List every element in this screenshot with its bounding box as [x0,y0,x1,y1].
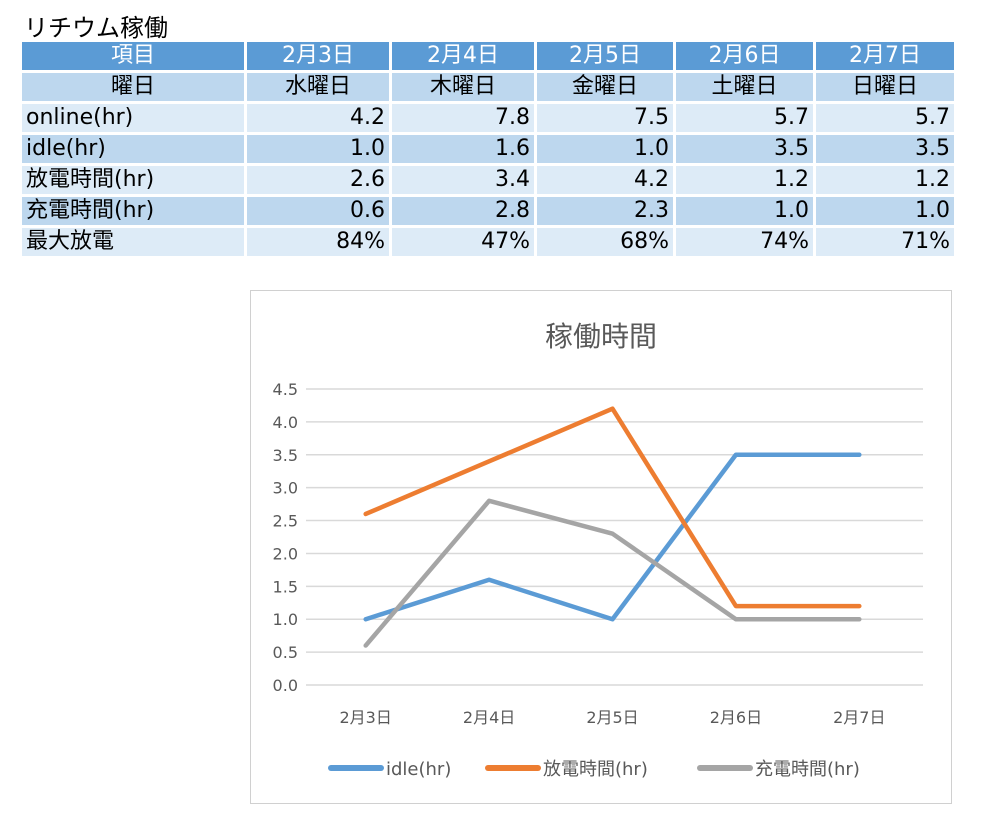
row-label-cell[interactable]: 充電時間(hr) [22,197,244,225]
table-cell[interactable]: 金曜日 [537,73,673,101]
table-cell[interactable]: 3.5 [816,135,954,163]
table-cell[interactable]: 2月5日 [537,42,673,70]
y-tick-label: 1.0 [273,610,298,629]
table-header-row: 項目 2月3日 2月4日 2月5日 2月6日 2月7日 [22,42,954,70]
sheet-title: リチウム稼働 [24,14,168,42]
table-cell[interactable]: 2.6 [247,166,389,194]
series-line-2 [363,498,862,648]
table-cell[interactable]: 0.6 [247,197,389,225]
table-row: online(hr) 4.2 7.8 7.5 5.7 5.7 [22,104,954,132]
table-cell[interactable]: 1.6 [392,135,534,163]
table-cell[interactable]: 2月6日 [676,42,813,70]
table-cell[interactable]: 4.2 [537,166,673,194]
line-chart[interactable]: 稼働時間 0.0 0.5 1.0 1.5 2.0 2.5 3.0 3.5 4.0 4.5 2月3日 2月… [250,290,952,804]
y-tick-label: 4.0 [273,413,298,432]
table-cell[interactable]: 日曜日 [816,73,954,101]
table-cell[interactable]: 47% [392,228,534,256]
table-cell[interactable]: 5.7 [816,104,954,132]
row-label-cell[interactable]: idle(hr) [22,135,244,163]
table-cell[interactable]: 3.4 [392,166,534,194]
legend-label: 充電時間(hr) [755,759,860,780]
x-tick-label: 2月3日 [340,708,392,727]
y-tick-label: 1.5 [273,577,298,596]
table-cell[interactable]: 71% [816,228,954,256]
table-cell[interactable]: 木曜日 [392,73,534,101]
table-cell[interactable]: 3.5 [676,135,813,163]
y-tick-label: 0.5 [273,643,298,662]
row-label-cell[interactable]: online(hr) [22,104,244,132]
x-tick-label: 2月4日 [463,708,515,727]
table-cell[interactable]: 74% [676,228,813,256]
table-cell[interactable]: 1.2 [816,166,954,194]
x-tick-label: 2月5日 [586,708,638,727]
table-cell[interactable]: 2月7日 [816,42,954,70]
chart-svg: 稼働時間 0.0 0.5 1.0 1.5 2.0 2.5 3.0 3.5 4.0 4.5 2月3日 2月… [273,320,923,780]
table-cell[interactable]: 5.7 [676,104,813,132]
row-label-cell[interactable]: 項目 [22,42,244,70]
table-row: idle(hr) 1.0 1.6 1.0 3.5 3.5 [22,135,954,163]
x-tick-label: 2月7日 [833,708,885,727]
table-cell[interactable]: 7.5 [537,104,673,132]
legend-label: idle(hr) [386,759,451,780]
table-row: 曜日 水曜日 木曜日 金曜日 土曜日 日曜日 [22,73,954,101]
table-cell[interactable]: 1.0 [816,197,954,225]
table-cell[interactable]: 2.8 [392,197,534,225]
series-line-1 [363,406,862,609]
y-tick-label: 0.0 [273,676,298,695]
table-cell[interactable]: 2月3日 [247,42,389,70]
table-cell[interactable]: 4.2 [247,104,389,132]
table-cell[interactable]: 1.0 [676,197,813,225]
chart-title: 稼働時間 [545,320,657,353]
table-cell[interactable]: 1.2 [676,166,813,194]
table-cell[interactable]: 84% [247,228,389,256]
table-row: 放電時間(hr) 2.6 3.4 4.2 1.2 1.2 [22,166,954,194]
table-row: 充電時間(hr) 0.6 2.8 2.3 1.0 1.0 [22,197,954,225]
table-cell[interactable]: 7.8 [392,104,534,132]
table-cell[interactable]: 1.0 [537,135,673,163]
y-tick-label: 2.5 [273,512,298,531]
row-label-cell[interactable]: 放電時間(hr) [22,166,244,194]
table-cell[interactable]: 水曜日 [247,73,389,101]
y-tick-label: 3.0 [273,479,298,498]
data-table: 項目 2月3日 2月4日 2月5日 2月6日 2月7日 曜日 水曜日 木曜日 金曜日 土曜日 日曜日 o… [19,39,957,259]
row-label-cell[interactable]: 曜日 [22,73,244,101]
x-tick-label: 2月6日 [710,708,762,727]
row-label-cell[interactable]: 最大放電 [22,228,244,256]
table-row: 最大放電 84% 47% 68% 74% 71% [22,228,954,256]
legend-label: 放電時間(hr) [543,759,648,780]
table-cell[interactable]: 2月4日 [392,42,534,70]
y-tick-label: 3.5 [273,446,298,465]
table-cell[interactable]: 土曜日 [676,73,813,101]
table-cell[interactable]: 1.0 [247,135,389,163]
table-cell[interactable]: 68% [537,228,673,256]
y-tick-label: 2.0 [273,544,298,563]
series-line-0 [363,452,862,622]
table-cell[interactable]: 2.3 [537,197,673,225]
y-tick-label: 4.5 [273,380,298,399]
